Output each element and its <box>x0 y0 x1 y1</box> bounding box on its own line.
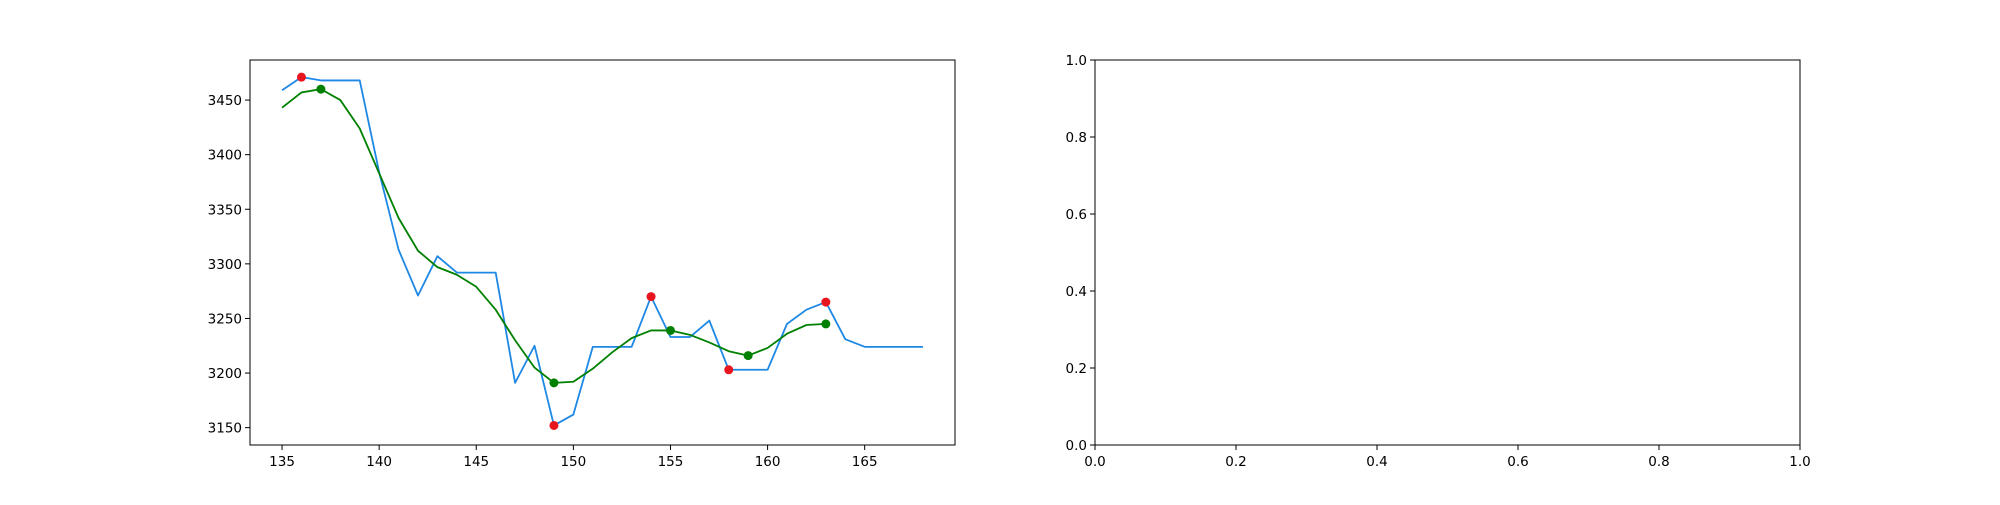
y-tick-label: 0.0 <box>1066 438 1087 454</box>
y-tick-label: 3150 <box>208 421 242 437</box>
x-tick-label: 165 <box>852 454 878 470</box>
x-tick-label: 0.4 <box>1366 454 1387 470</box>
x-tick-label: 160 <box>755 454 781 470</box>
y-tick-label: 3200 <box>208 366 242 382</box>
marker-point <box>821 319 831 329</box>
y-tick-label: 0.2 <box>1066 361 1087 377</box>
y-tick-label: 0.6 <box>1066 207 1087 223</box>
marker-point <box>549 378 559 388</box>
y-tick-label: 3300 <box>208 257 242 273</box>
x-tick-label: 150 <box>560 454 586 470</box>
marker-point <box>316 84 326 94</box>
y-tick-label: 0.4 <box>1066 284 1087 300</box>
y-tick-label: 3250 <box>208 311 242 327</box>
marker-point <box>665 325 675 335</box>
series-line-1 <box>281 76 923 427</box>
marker-point <box>549 420 559 430</box>
y-tick-label: 1.0 <box>1066 53 1087 69</box>
plot-area <box>281 72 923 430</box>
marker-point <box>296 72 306 82</box>
x-tick-label: 140 <box>366 454 392 470</box>
marker-point <box>743 351 753 361</box>
y-tick-label: 3350 <box>208 202 242 218</box>
y-tick-label: 3400 <box>208 148 242 164</box>
marker-point <box>724 365 734 375</box>
x-tick-label: 145 <box>463 454 489 470</box>
marker-point <box>821 297 831 307</box>
left-axes: 135 140 145 150 155 160 165 3150 3200 3250 3300 335… <box>208 59 956 470</box>
marker-point <box>646 292 656 302</box>
x-tick-label: 155 <box>658 454 684 470</box>
axes-frame <box>1094 59 1801 446</box>
y-tick-label: 0.8 <box>1066 130 1087 146</box>
right-axes: 0.0 0.2 0.4 0.6 0.8 1.0 0.0 0.2 0.4 0.6 0.8 1.0 <box>1066 53 1811 470</box>
x-tick-label: 0.0 <box>1084 454 1105 470</box>
axes-frame <box>249 59 956 446</box>
x-tick-label: 0.2 <box>1225 454 1246 470</box>
x-tick-label: 0.6 <box>1507 454 1528 470</box>
x-tick-label: 0.8 <box>1648 454 1669 470</box>
x-tick-label: 1.0 <box>1789 454 1810 470</box>
x-tick-label: 135 <box>269 454 295 470</box>
y-tick-label: 3450 <box>208 93 242 109</box>
